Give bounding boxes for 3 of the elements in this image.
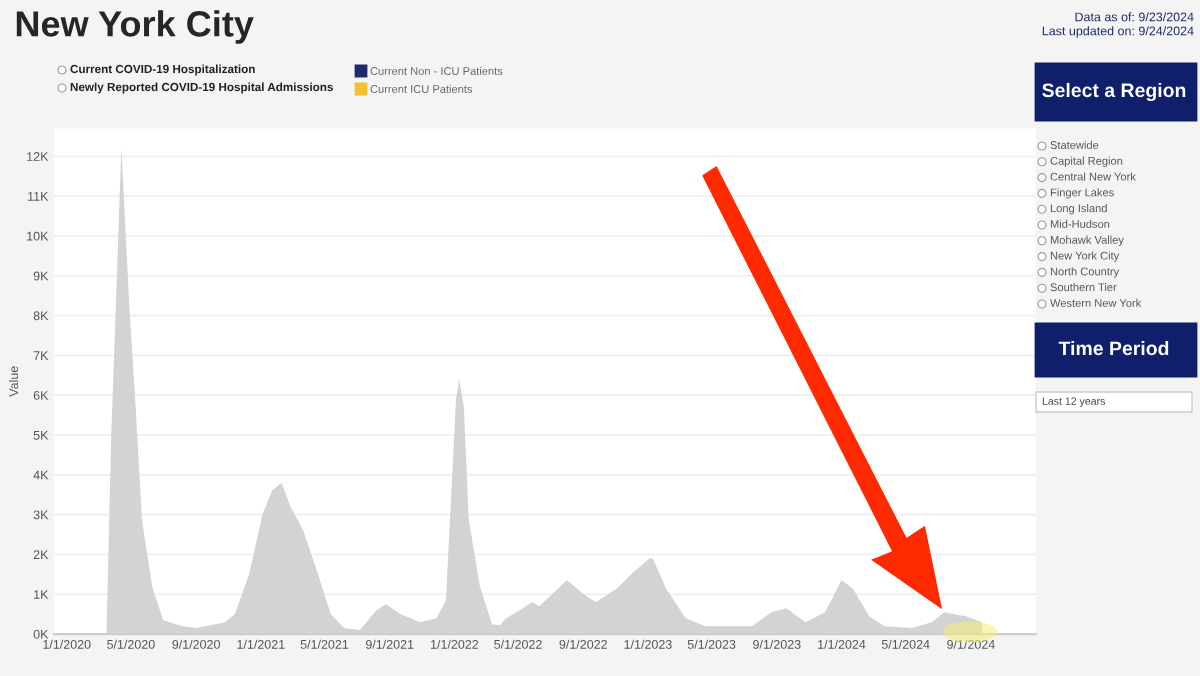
text: Time Period	[1058, 340, 1169, 356]
text: Select a Region	[1042, 82, 1186, 102]
chart-title: New York City	[16, 10, 254, 44]
